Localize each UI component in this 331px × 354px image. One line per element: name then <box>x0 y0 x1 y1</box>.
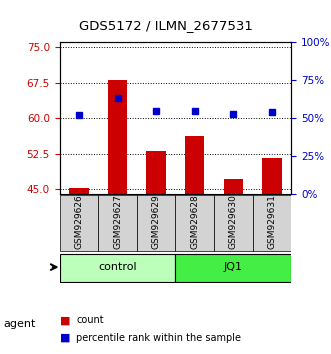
FancyBboxPatch shape <box>98 195 137 251</box>
Text: agent: agent <box>3 319 36 329</box>
Text: percentile rank within the sample: percentile rank within the sample <box>76 333 241 343</box>
FancyBboxPatch shape <box>175 195 214 251</box>
FancyBboxPatch shape <box>137 195 175 251</box>
Bar <box>146 151 166 194</box>
Text: count: count <box>76 315 104 325</box>
Bar <box>69 188 88 194</box>
Text: GSM929629: GSM929629 <box>152 194 161 249</box>
FancyBboxPatch shape <box>60 254 175 282</box>
Text: GSM929631: GSM929631 <box>267 194 276 249</box>
Bar <box>185 136 204 194</box>
Text: GSM929630: GSM929630 <box>229 194 238 249</box>
Bar <box>108 80 127 194</box>
Text: ■: ■ <box>60 333 70 343</box>
Text: GDS5172 / ILMN_2677531: GDS5172 / ILMN_2677531 <box>78 19 253 32</box>
Bar <box>224 179 243 194</box>
Text: GSM929626: GSM929626 <box>74 194 83 249</box>
Text: GSM929627: GSM929627 <box>113 194 122 249</box>
Text: control: control <box>98 262 137 272</box>
Text: JQ1: JQ1 <box>224 262 243 272</box>
FancyBboxPatch shape <box>60 195 98 251</box>
FancyBboxPatch shape <box>253 195 291 251</box>
FancyBboxPatch shape <box>175 254 291 282</box>
Bar <box>262 158 282 194</box>
Text: GSM929628: GSM929628 <box>190 194 199 249</box>
FancyBboxPatch shape <box>214 195 253 251</box>
Text: ■: ■ <box>60 315 70 325</box>
